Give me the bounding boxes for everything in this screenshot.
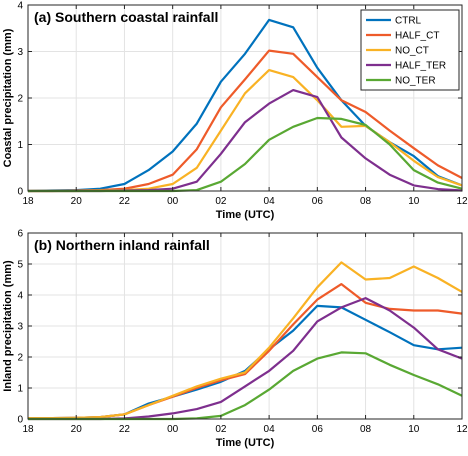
- x-tick-label: 20: [71, 424, 83, 435]
- x-tick-label: 04: [264, 196, 276, 207]
- x-axis-label: Time (UTC): [216, 437, 275, 449]
- legend-label: CTRL: [395, 16, 422, 27]
- y-tick-label: 2: [17, 94, 23, 105]
- x-tick-label: 12: [456, 424, 468, 435]
- y-axis-label: Coastal precipitation (mm): [2, 28, 14, 167]
- y-tick-label: 0: [17, 187, 23, 198]
- x-tick-label: 02: [215, 196, 227, 207]
- x-tick-label: 22: [119, 196, 131, 207]
- y-tick-label: 0: [17, 415, 23, 426]
- x-tick-label: 08: [360, 424, 372, 435]
- x-tick-label: 18: [22, 424, 34, 435]
- legend: CTRL HALF_CT NO_CT HALF_TER NO_TER: [360, 9, 460, 91]
- legend-label: NO_CT: [395, 46, 429, 57]
- x-tick-label: 10: [408, 424, 420, 435]
- y-tick-label: 4: [17, 1, 23, 12]
- x-tick-label: 02: [215, 424, 227, 435]
- y-tick-label: 1: [17, 140, 23, 151]
- legend-label: NO_TER: [395, 76, 436, 87]
- x-tick-label: 00: [167, 196, 179, 207]
- y-tick-label: 3: [17, 47, 23, 58]
- y-tick-label: 5: [17, 260, 23, 271]
- x-tick-label: 20: [71, 196, 83, 207]
- x-tick-label: 00: [167, 424, 179, 435]
- series-line-no-ct: [28, 261, 463, 420]
- x-tick-label: 22: [119, 424, 131, 435]
- x-tick-label: 06: [312, 196, 324, 207]
- x-tick-label: 18: [22, 196, 34, 207]
- x-axis-label: Time (UTC): [216, 209, 275, 221]
- y-tick-label: 1: [17, 384, 23, 395]
- x-tick-label: 10: [408, 196, 420, 207]
- y-tick-label: 4: [17, 291, 23, 302]
- panel-title: (a) Southern coastal rainfall: [34, 9, 218, 25]
- legend-label: HALF_CT: [395, 31, 439, 42]
- y-tick-label: 6: [17, 229, 23, 240]
- legend-label: HALF_TER: [395, 61, 446, 72]
- x-tick-label: 06: [312, 424, 324, 435]
- x-tick-label: 08: [360, 196, 372, 207]
- x-tick-label: 12: [456, 196, 468, 207]
- y-axis-label: Inland precipitation (mm): [2, 260, 14, 392]
- x-tick-label: 04: [264, 424, 276, 435]
- y-tick-label: 2: [17, 353, 23, 364]
- y-tick-label: 3: [17, 322, 23, 333]
- panel-title: (b) Northern inland rainfall: [34, 237, 210, 253]
